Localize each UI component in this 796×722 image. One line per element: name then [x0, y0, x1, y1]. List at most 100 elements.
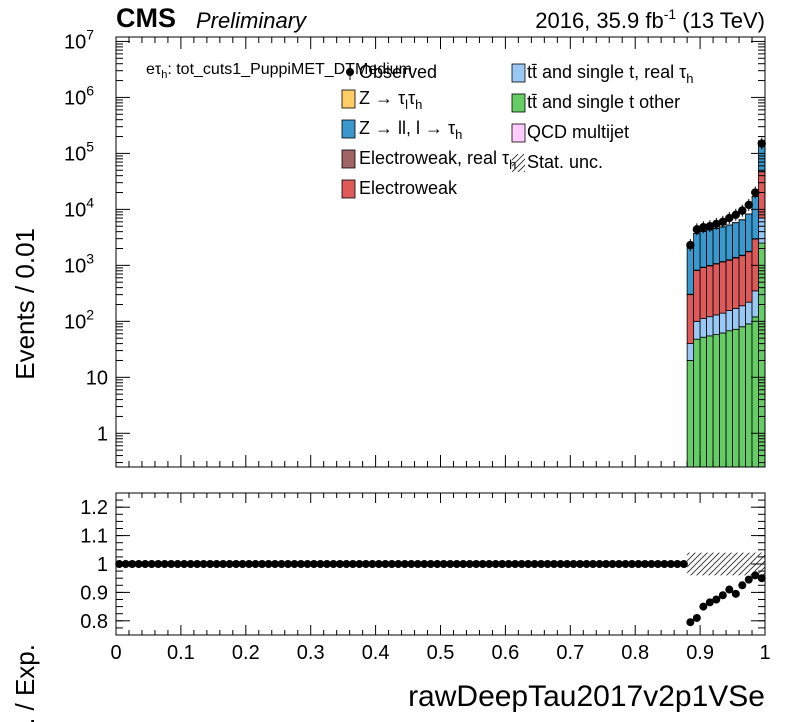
legend-label: QCD multijet — [527, 122, 629, 142]
stacked-histogram — [686, 140, 766, 468]
stack-bar — [719, 332, 727, 468]
y-tick-base: 10 — [86, 367, 108, 389]
x-axis-label: rawDeepTau2017v2p1VSe — [408, 680, 765, 713]
y-tick-label: 1 — [97, 423, 108, 445]
legend-swatch — [511, 93, 526, 113]
observed-point — [731, 210, 740, 219]
stack-bar — [686, 343, 695, 361]
ratio-point — [589, 560, 598, 568]
ratio-point — [627, 560, 636, 568]
ratio-point — [660, 560, 669, 568]
stack-bar — [732, 222, 740, 258]
legend-label: Z → ll, l → τh — [359, 118, 462, 142]
ratio-y-ticks: 0.8 0.9 1 1.1 1.2 — [80, 492, 765, 633]
stack-bar — [725, 310, 733, 332]
stack-bar — [732, 308, 740, 330]
legend-text-part: Observed — [359, 62, 437, 82]
legend-swatch — [341, 149, 356, 169]
ratio-y-tick-label: 1 — [97, 554, 108, 576]
stack-bar — [712, 263, 720, 316]
ratio-point — [186, 560, 195, 568]
ratio-point — [692, 613, 701, 622]
legend-label: tt̄ and single t other — [527, 92, 680, 112]
observed-point — [699, 223, 708, 232]
y-tick-label: 102 — [64, 306, 94, 333]
legend-text-part: Electroweak — [359, 178, 458, 198]
x-tick-label: 0.6 — [491, 642, 519, 664]
ratio-point — [433, 560, 442, 568]
ratio-point — [420, 560, 429, 568]
x-tick-label: 0.5 — [427, 642, 455, 664]
ratio-point — [309, 560, 318, 568]
ratio-point — [569, 560, 578, 568]
legend-swatch — [511, 123, 526, 143]
stack-bar — [712, 334, 720, 468]
y-tick-exponent: 3 — [86, 250, 94, 266]
ratio-point — [348, 560, 357, 568]
y-tick-label: 107 — [64, 26, 94, 53]
luminosity-label: 2016, 35.9 fb-1 (13 TeV) — [535, 6, 765, 33]
observed-point — [705, 222, 715, 231]
ratio-point — [413, 560, 422, 568]
y-tick-exponent: 2 — [86, 306, 94, 322]
y-tick-base: 10 — [64, 255, 86, 277]
ratio-point — [718, 591, 727, 600]
legend-swatch — [341, 179, 356, 199]
y-tick-base: 10 — [64, 199, 86, 221]
ratio-point — [673, 560, 682, 568]
x-tick-label: 0.7 — [556, 642, 584, 664]
ratio-point — [517, 560, 526, 568]
legend-label: Z → τlτh — [359, 88, 422, 112]
legend-text-part: Z → τ — [359, 88, 405, 108]
legend-text-part: τ — [408, 88, 415, 108]
observed-point — [712, 219, 721, 229]
stack-bar — [751, 196, 759, 240]
category-subscript: h — [161, 69, 167, 81]
ratio-point — [167, 560, 176, 568]
ratio-y-axis-label: Obs. / Exp. — [10, 644, 40, 722]
legend-text-part: tt̄ and single t, real τ — [527, 62, 686, 82]
legend-text-part: tt̄ and single t other — [527, 92, 680, 112]
ratio-point — [595, 560, 604, 568]
ratio-point — [400, 560, 409, 568]
y-tick-exponent: 5 — [86, 138, 94, 154]
stack-bar — [738, 305, 746, 328]
ratio-point — [524, 560, 533, 568]
ratio-point — [134, 560, 143, 568]
stack-bar — [699, 231, 707, 268]
ratio-point — [258, 560, 267, 568]
stack-bar — [693, 270, 701, 322]
stack-bar — [686, 360, 695, 468]
ratio-point — [426, 560, 435, 568]
ratio-point — [173, 560, 182, 568]
y-tick-exponent: 4 — [86, 194, 94, 210]
ratio-point — [361, 560, 370, 568]
ratio-point — [212, 560, 221, 568]
ratio-point — [154, 560, 163, 568]
observed-points — [686, 137, 766, 252]
y-tick-base: 1 — [97, 423, 108, 445]
stack-bar — [725, 224, 733, 261]
y-tick-label: 104 — [64, 194, 94, 221]
ratio-point — [374, 560, 383, 568]
x-tick-label: 0.3 — [297, 642, 325, 664]
ratio-point — [303, 560, 312, 568]
legend-text-part: QCD multijet — [527, 122, 629, 142]
stack-bar — [751, 316, 759, 468]
ratio-y-tick-label: 1.2 — [80, 497, 108, 519]
stack-bar — [693, 233, 701, 271]
ratio-point — [576, 560, 585, 568]
ratio-point — [699, 602, 708, 611]
lumi-suffix: (13 TeV) — [676, 8, 765, 33]
ratio-point — [342, 560, 351, 568]
legend-observed-label: Observed — [359, 62, 437, 82]
cms-label: CMS — [116, 3, 176, 33]
stack-bar — [699, 336, 707, 468]
x-tick-label: 0.4 — [362, 642, 390, 664]
preliminary-label: Preliminary — [196, 8, 308, 33]
stack-bar — [732, 328, 740, 468]
ratio-y-tick-label: 0.9 — [80, 582, 108, 604]
observed-point — [692, 225, 702, 234]
stack-bar — [745, 251, 753, 303]
